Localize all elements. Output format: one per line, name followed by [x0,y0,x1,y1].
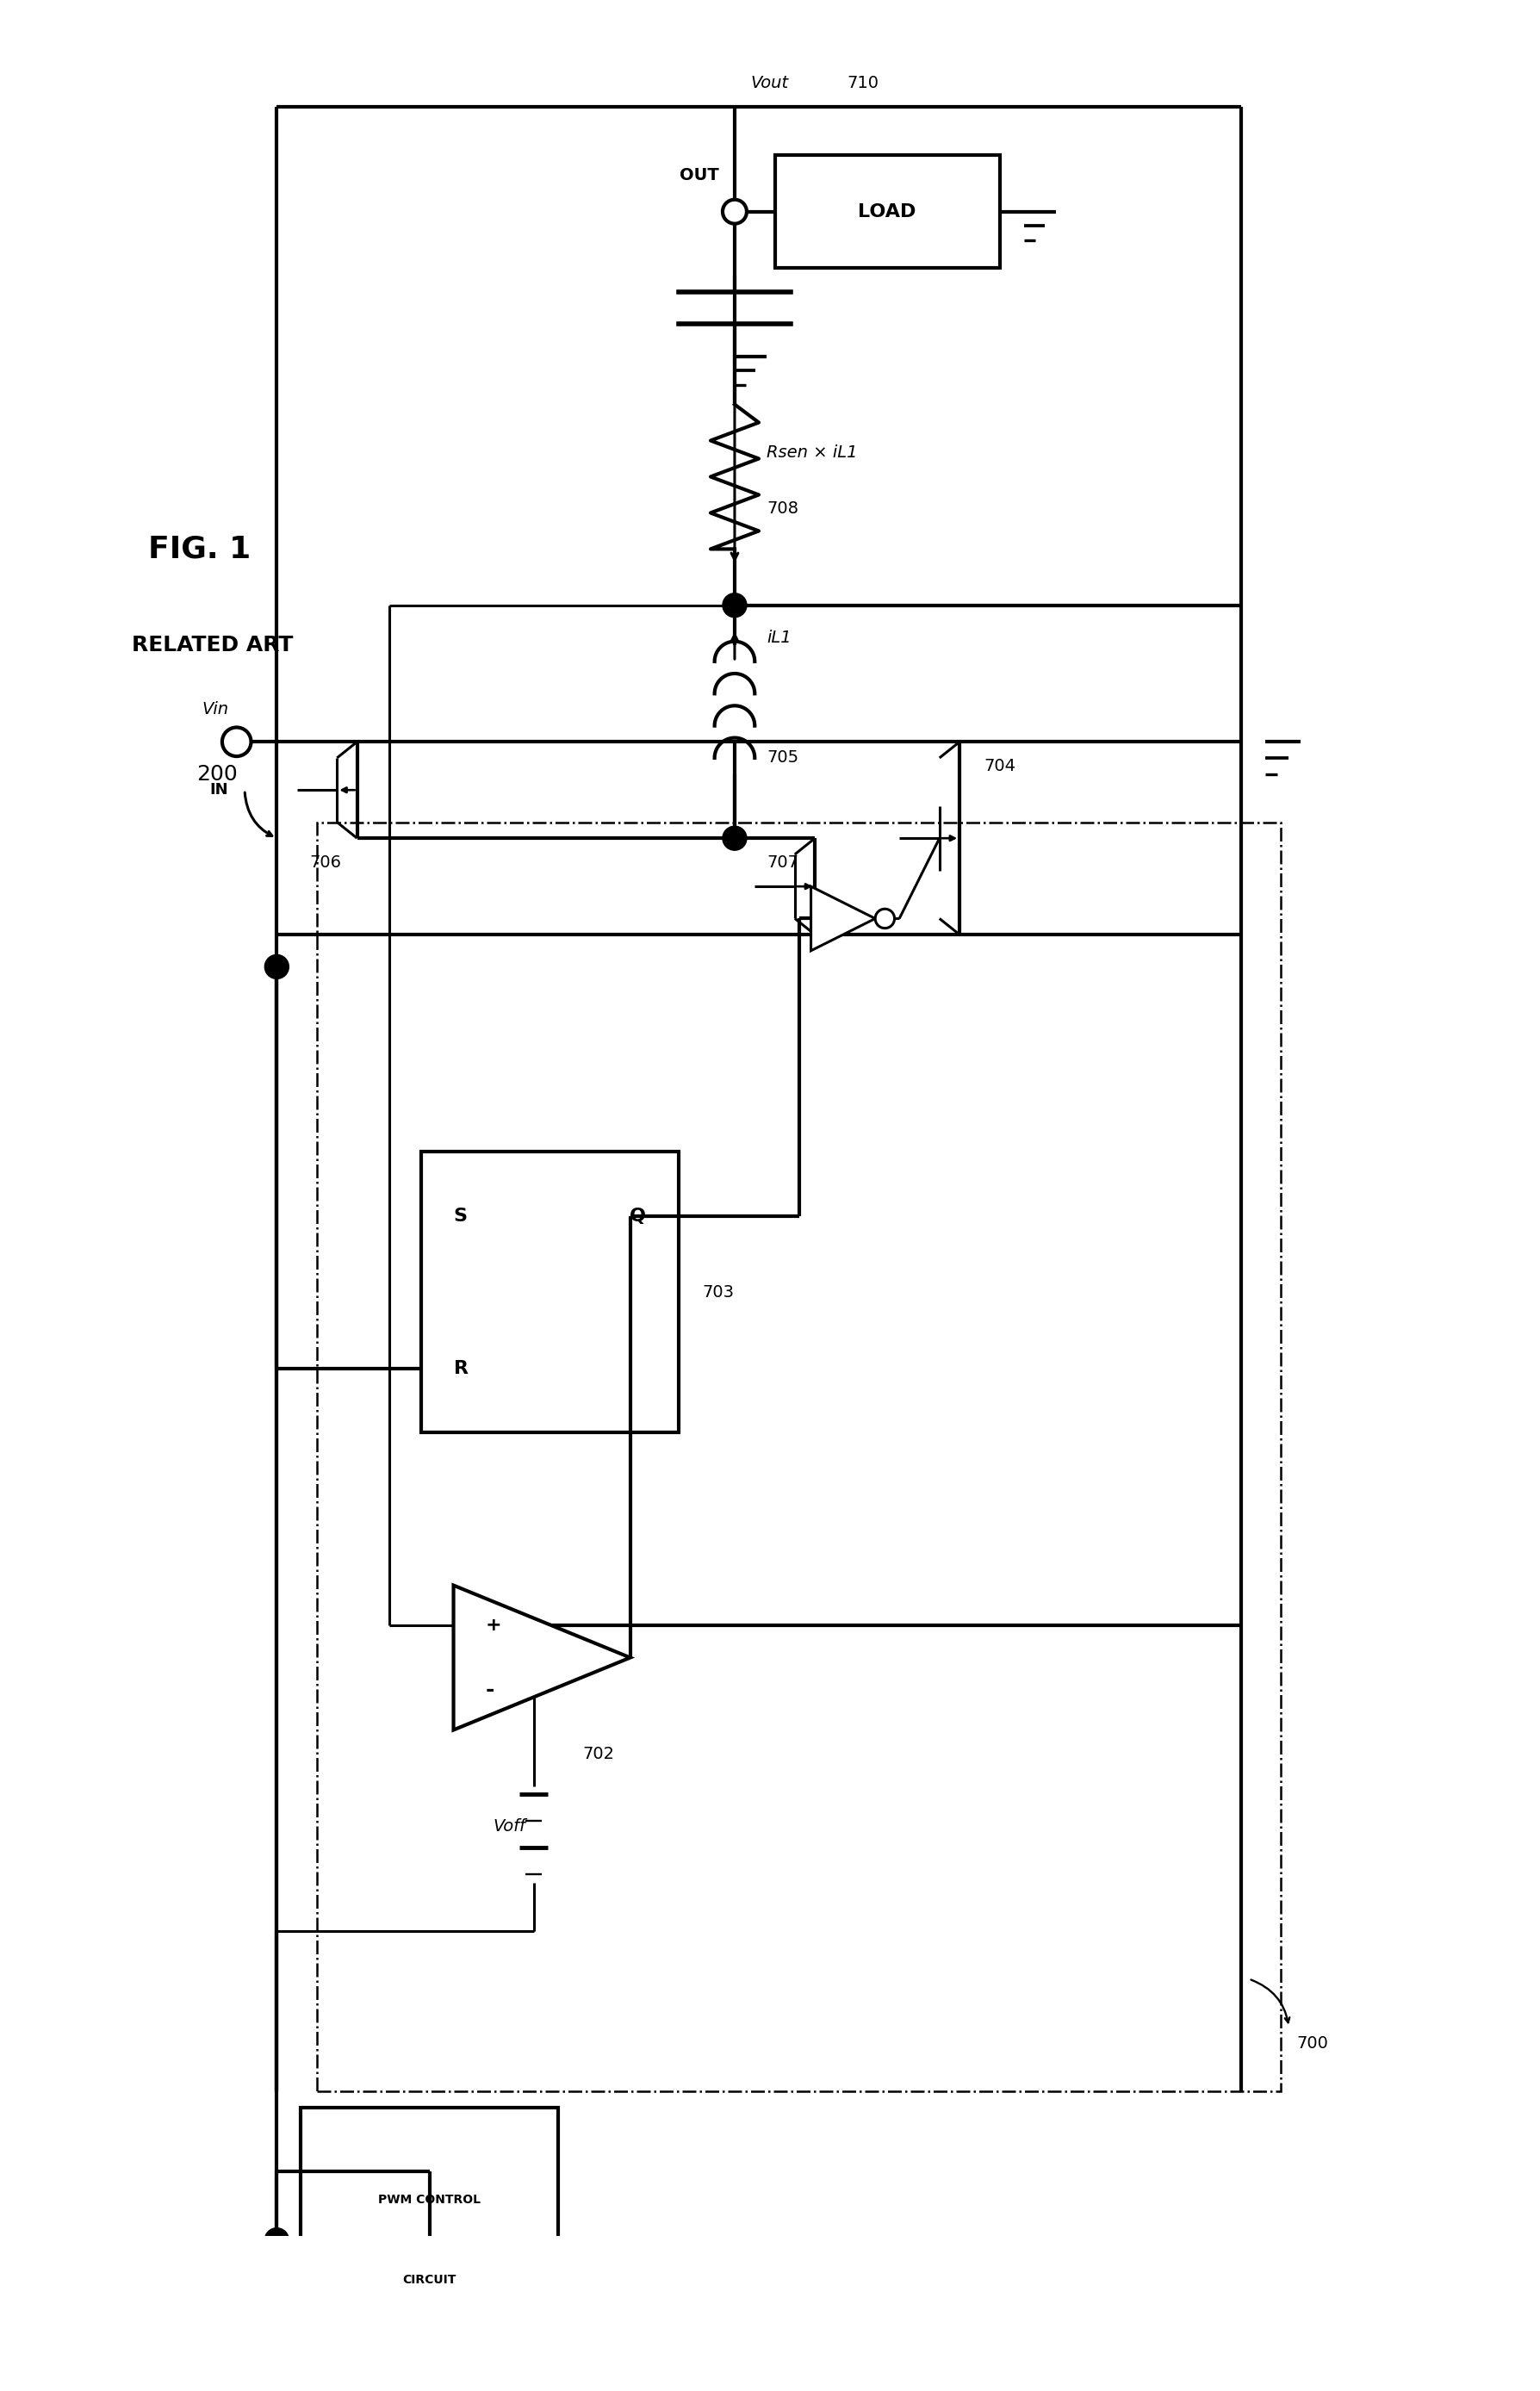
Text: PWM CONTROL: PWM CONTROL [379,2195,480,2207]
Text: Vin: Vin [202,701,228,717]
Circle shape [722,198,747,225]
Text: 200: 200 [197,763,237,784]
Text: 706: 706 [310,854,340,870]
Circle shape [222,727,251,756]
Text: Voff: Voff [493,1817,525,1834]
Text: OUT: OUT [679,167,719,184]
Text: R: R [453,1360,468,1377]
Text: Rsen × iL1: Rsen × iL1 [767,445,858,461]
Polygon shape [453,1585,630,1731]
Circle shape [722,593,747,617]
Text: 702: 702 [582,1745,614,1762]
Text: CIRCUIT: CIRCUIT [402,2274,456,2286]
Text: 704: 704 [984,758,1015,775]
Text: Vout: Vout [750,74,788,91]
Text: 710: 710 [847,74,879,91]
Circle shape [722,827,747,851]
Circle shape [265,2228,290,2252]
Text: 700: 700 [1297,2035,1329,2051]
Text: S: S [453,1207,467,1224]
Text: Q: Q [630,1207,647,1224]
Bar [300,2106,557,2372]
Text: FIG. 1: FIG. 1 [148,533,251,564]
Text: +: + [485,1616,502,1633]
Text: -: - [485,1678,494,1700]
Bar [775,155,999,268]
Text: 703: 703 [702,1284,735,1301]
Text: RELATED ART: RELATED ART [132,636,294,655]
Text: iL1: iL1 [767,629,792,646]
Text: 705: 705 [767,751,799,765]
Text: 707: 707 [767,854,799,870]
Text: LOAD: LOAD [858,203,916,220]
Circle shape [875,909,895,928]
Text: 708: 708 [767,500,799,516]
Polygon shape [812,887,875,952]
Bar [422,1152,679,1432]
Circle shape [265,954,290,978]
Text: IN: IN [209,782,228,799]
Bar [317,823,1281,2092]
